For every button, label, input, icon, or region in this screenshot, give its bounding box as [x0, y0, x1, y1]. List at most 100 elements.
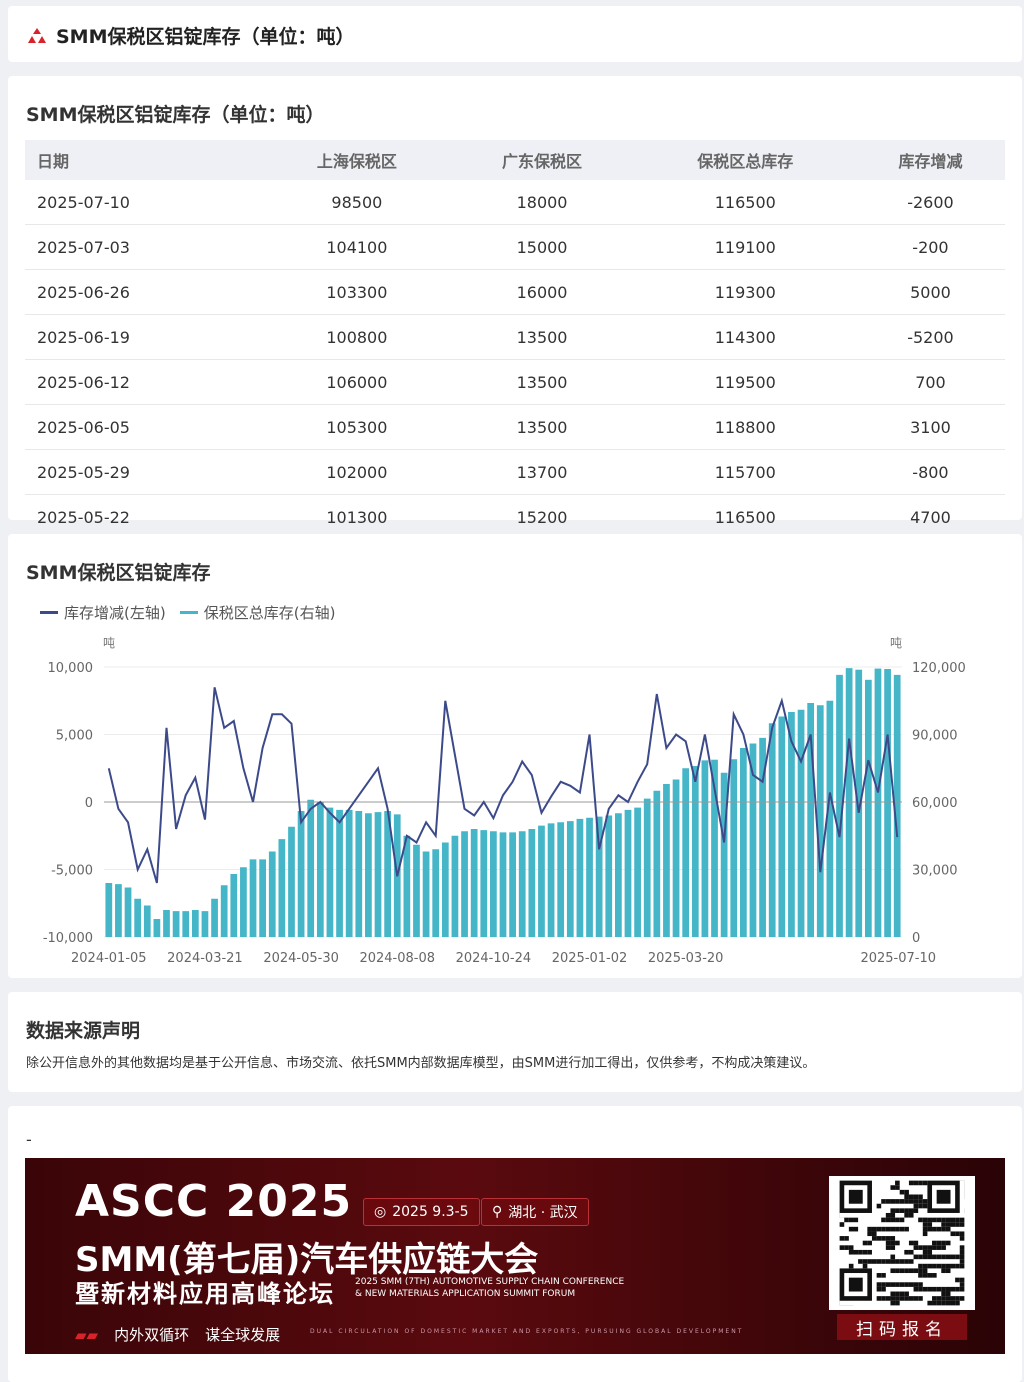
bar [749, 743, 757, 937]
qr-module [895, 1217, 900, 1223]
qr-module [918, 1286, 923, 1292]
table-cell: 700 [855, 359, 1005, 405]
x-tick-label: 2025-01-02 [552, 951, 628, 966]
promo-date: 2025 9.3-5 [392, 1204, 469, 1220]
table-cell: 13500 [449, 404, 635, 450]
qr-module [927, 1273, 933, 1278]
table-cell: 101300 [264, 494, 450, 540]
table-cell: 13700 [449, 449, 635, 495]
qr-module [936, 1240, 942, 1246]
qr-code-icon[interactable] [829, 1176, 975, 1310]
qr-module [895, 1226, 900, 1232]
bar [461, 831, 468, 937]
table-cell: 100800 [264, 314, 450, 360]
qr-module [932, 1263, 937, 1269]
qr-module [922, 1222, 928, 1227]
table-cell: 116500 [634, 180, 856, 225]
left-tick-label: -10,000 [43, 931, 93, 946]
qr-module [899, 1282, 905, 1287]
qr-module [899, 1226, 905, 1232]
qr-module [885, 1236, 891, 1241]
smm-logo-icon [28, 27, 46, 43]
qr-module [918, 1254, 923, 1260]
qr-module [871, 1259, 877, 1264]
promo-banner[interactable]: ASCC 2025 ◎ 2025 9.3-5 ⚲ 湖北 · 武汉 SMM(第七届… [25, 1158, 1005, 1354]
qr-module [890, 1185, 896, 1190]
qr-module [955, 1222, 960, 1227]
qr-module [867, 1240, 872, 1246]
qr-module [844, 1236, 849, 1241]
bar [893, 674, 901, 937]
bar [884, 669, 891, 937]
qr-module [941, 1226, 946, 1232]
right-tick-label: 120,000 [912, 661, 966, 676]
qr-module [918, 1296, 923, 1301]
bar [759, 737, 766, 937]
bar [326, 807, 334, 937]
left-axis-unit: 吨 [103, 636, 115, 650]
qr-module [959, 1245, 965, 1250]
qr-module [876, 1203, 882, 1209]
qr-module [858, 1259, 863, 1264]
right-axis-unit: 吨 [890, 636, 902, 650]
qr-module [945, 1268, 951, 1274]
bar [682, 768, 690, 937]
qr-module [913, 1203, 919, 1209]
bar [480, 830, 488, 937]
table-cell: 2025-06-19 [25, 314, 265, 360]
qr-module [950, 1217, 956, 1223]
qr-module [955, 1300, 960, 1306]
qr-module [881, 1199, 886, 1204]
legend-line-label: 库存增减(左轴) [64, 604, 166, 622]
qr-module [918, 1282, 923, 1287]
qr-module [927, 1222, 933, 1227]
table-cell: 114300 [634, 314, 856, 360]
qr-module [913, 1240, 919, 1246]
qr-module [922, 1249, 928, 1255]
bar [691, 766, 699, 937]
bar [490, 831, 497, 937]
table-cell: -2600 [855, 180, 1005, 225]
location-pin-icon: ⚲ [492, 1204, 503, 1220]
qr-module [853, 1217, 859, 1223]
qr-module [844, 1245, 849, 1250]
qr-module [885, 1296, 891, 1301]
qr-module [932, 1245, 937, 1250]
qr-module [959, 1277, 965, 1283]
bar [259, 859, 267, 937]
qr-module [927, 1226, 933, 1232]
qr-module [955, 1231, 960, 1237]
qr-module [941, 1240, 946, 1246]
qr-module [890, 1254, 896, 1260]
table-cell: 103300 [264, 269, 450, 315]
qr-module [862, 1240, 868, 1246]
qr-module [876, 1236, 882, 1241]
legend-item-line[interactable]: 库存增减(左轴) [40, 602, 166, 623]
qr-module [932, 1300, 937, 1306]
table-cell: 104100 [264, 224, 450, 270]
inventory-table: 日期 上海保税区 广东保税区 保税区总库存 库存增减 2025-07-10 985… [25, 140, 1005, 540]
qr-module [941, 1217, 946, 1223]
qr-module [904, 1189, 909, 1195]
qr-module [927, 1245, 933, 1250]
qr-module [936, 1254, 942, 1260]
table-cell: 119300 [634, 269, 856, 315]
qr-module [955, 1277, 960, 1283]
qr-module [918, 1268, 923, 1274]
qr-module [881, 1226, 886, 1232]
qr-module [885, 1245, 891, 1250]
qr-module [922, 1254, 928, 1260]
bar [278, 839, 286, 937]
bar [499, 832, 507, 937]
register-button[interactable]: 扫码报名 [837, 1314, 967, 1340]
bar [720, 772, 728, 937]
qr-module [904, 1291, 909, 1297]
legend-item-bar[interactable]: 保税区总库存(右轴) [179, 602, 335, 623]
table-row: 2025-06-05 105300 13500 118800 3100 [25, 404, 1005, 450]
source-card: 数据来源声明 除公开信息外的其他数据均是基于公开信息、市场交流、依托SMM内部数… [8, 992, 1022, 1092]
qr-module [862, 1263, 868, 1269]
promo-card: - ASCC 2025 ◎ 2025 9.3-5 ⚲ 湖北 · 武汉 SMM(第… [8, 1106, 1022, 1382]
right-tick-label: 60,000 [912, 796, 958, 811]
qr-module [941, 1245, 946, 1250]
qr-module [918, 1199, 923, 1204]
